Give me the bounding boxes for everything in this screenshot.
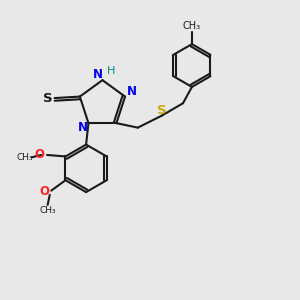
Text: O: O bbox=[39, 185, 50, 198]
Text: N: N bbox=[93, 68, 103, 81]
Text: S: S bbox=[158, 104, 167, 117]
Text: O: O bbox=[35, 148, 45, 161]
Text: S: S bbox=[43, 92, 53, 105]
Text: CH₃: CH₃ bbox=[39, 206, 56, 215]
Text: N: N bbox=[77, 121, 88, 134]
Text: H: H bbox=[107, 66, 116, 76]
Text: CH₃: CH₃ bbox=[183, 21, 201, 31]
Text: CH₃: CH₃ bbox=[17, 153, 33, 162]
Text: N: N bbox=[127, 85, 137, 98]
